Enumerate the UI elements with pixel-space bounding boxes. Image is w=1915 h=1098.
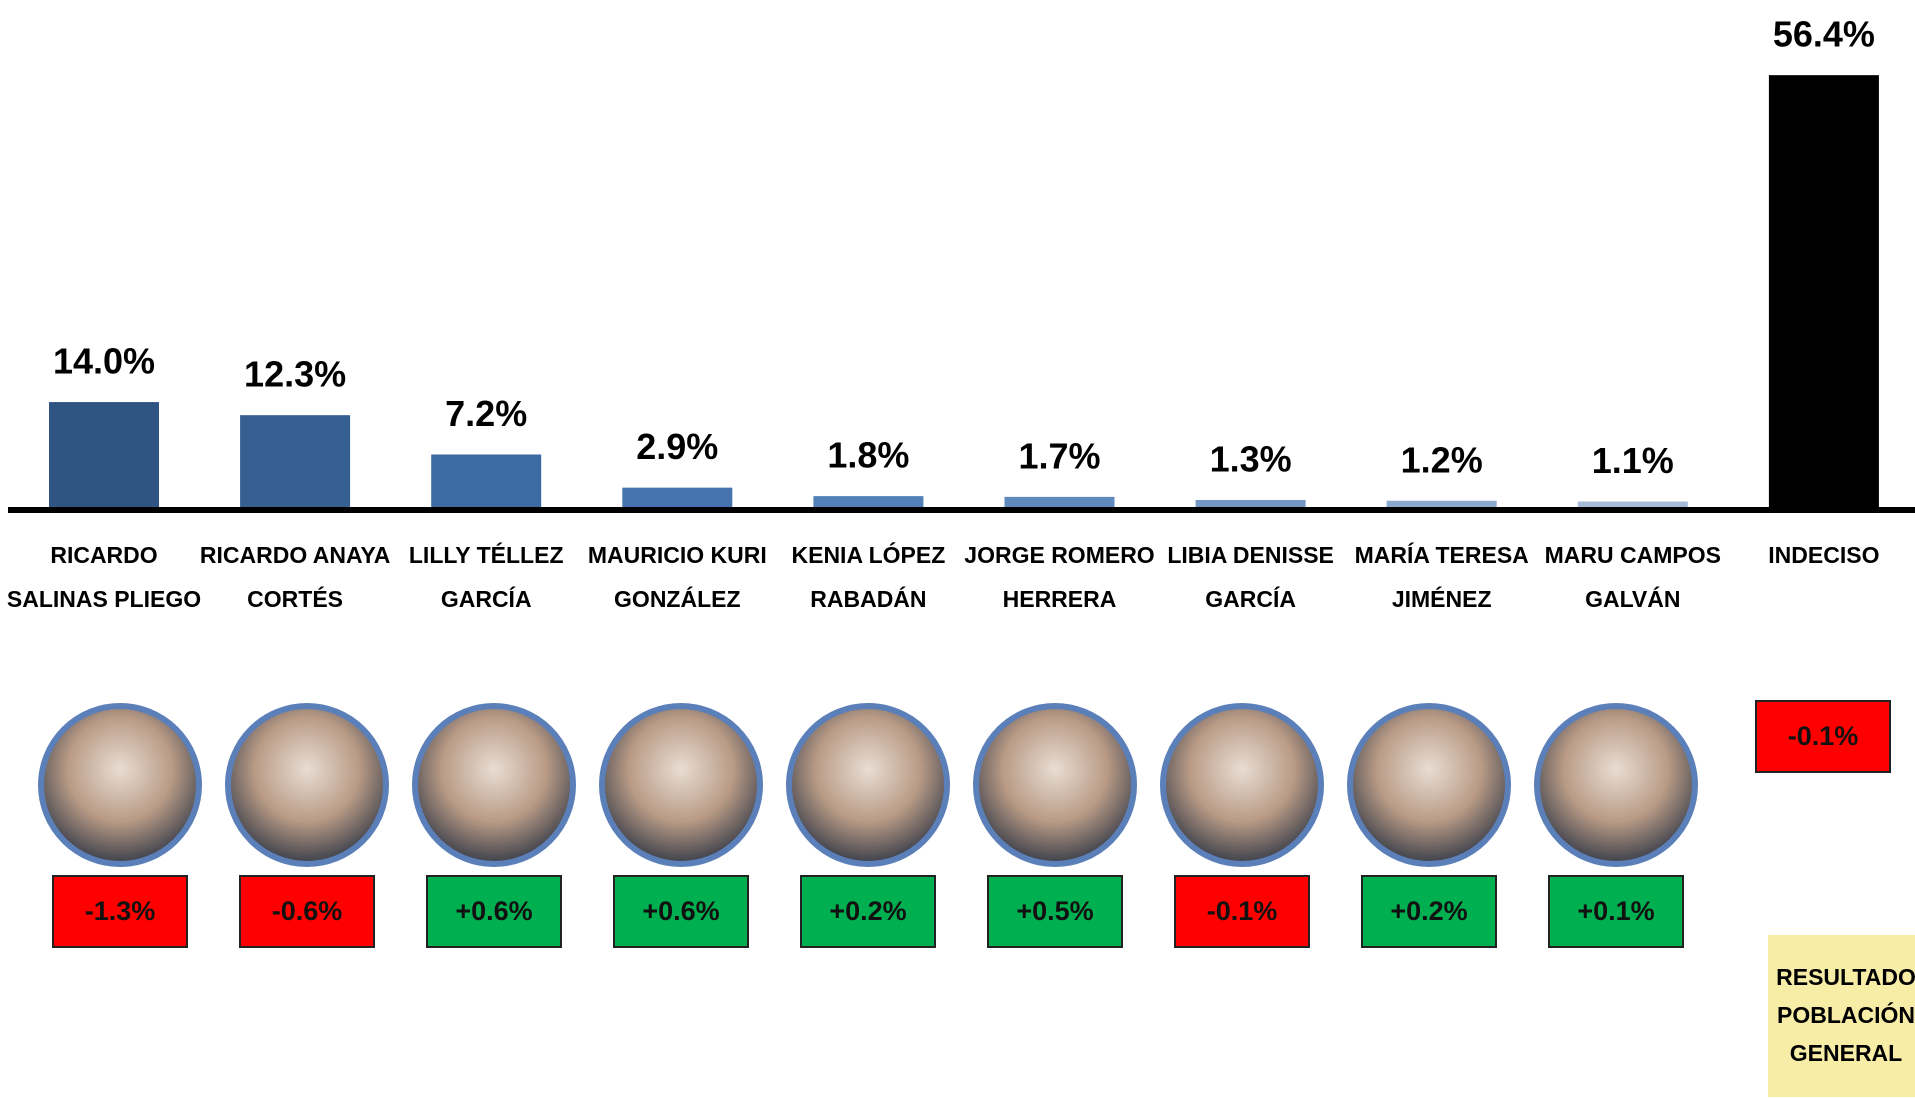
bar: [431, 454, 541, 510]
change-label: -0.1%: [1788, 721, 1859, 751]
category-label: RABADÁN: [810, 585, 926, 612]
value-label: 1.3%: [1210, 438, 1292, 479]
chart: 14.0% RICARDO SALINAS PLIEGO 12.3% RICARDO A…: [0, 0, 1915, 1098]
candidate-photo: [41, 706, 199, 864]
category-label: GALVÁN: [1585, 585, 1680, 612]
category-label: RICARDO ANAYA: [200, 542, 390, 568]
candidate-photo: [1163, 706, 1321, 864]
value-label: 1.1%: [1592, 440, 1674, 481]
category-label: JORGE ROMERO: [964, 542, 1154, 568]
candidate-photo: [789, 706, 947, 864]
note-text: GENERAL: [1790, 1040, 1902, 1066]
category-label: GARCÍA: [1205, 585, 1296, 612]
candidate-photo: [602, 706, 760, 864]
change-label: +0.2%: [829, 896, 906, 926]
change-label: +0.6%: [642, 896, 719, 926]
change-label: +0.1%: [1577, 896, 1654, 926]
candidate-photo: [228, 706, 386, 864]
change-label: -0.6%: [272, 896, 343, 926]
category-label: RICARDO: [50, 542, 157, 568]
bar: [1769, 75, 1879, 510]
value-label: 1.2%: [1401, 439, 1483, 480]
category-label: MAURICIO KURI: [588, 542, 767, 568]
candidate-photo: [415, 706, 573, 864]
category-label: INDECISO: [1768, 542, 1879, 568]
value-label: 1.8%: [827, 435, 909, 476]
value-label: 56.4%: [1773, 14, 1875, 55]
bar: [622, 488, 732, 510]
category-label: JIMÉNEZ: [1392, 585, 1492, 612]
note-text: POBLACIÓN: [1777, 1001, 1915, 1028]
change-label: +0.5%: [1016, 896, 1093, 926]
bar: [49, 402, 159, 510]
value-label: 7.2%: [445, 393, 527, 434]
note-text: RESULTADO: [1776, 964, 1915, 990]
candidate-photo: [976, 706, 1134, 864]
change-label: +0.6%: [455, 896, 532, 926]
value-label: 2.9%: [636, 426, 718, 467]
category-label: GARCÍA: [441, 585, 532, 612]
category-label: GONZÁLEZ: [614, 585, 741, 612]
candidate-photo: [1350, 706, 1508, 864]
change-label: -0.1%: [1207, 896, 1278, 926]
value-label: 12.3%: [244, 354, 346, 395]
value-label: 14.0%: [53, 341, 155, 382]
category-label: SALINAS PLIEGO: [7, 586, 201, 612]
change-label: +0.2%: [1390, 896, 1467, 926]
candidate-photo: [1537, 706, 1695, 864]
category-label: HERRERA: [1003, 586, 1117, 612]
category-label: LIBIA DENISSE: [1167, 542, 1334, 568]
bar: [240, 415, 350, 510]
category-label: LILLY TÉLLEZ: [409, 541, 564, 568]
category-label: KENIA LÓPEZ: [792, 541, 946, 568]
category-label: MARU CAMPOS: [1545, 542, 1721, 568]
value-label: 1.7%: [1018, 435, 1100, 476]
category-label: MARÍA TERESA: [1355, 541, 1529, 568]
change-label: -1.3%: [85, 896, 156, 926]
category-label: CORTÉS: [247, 585, 343, 612]
